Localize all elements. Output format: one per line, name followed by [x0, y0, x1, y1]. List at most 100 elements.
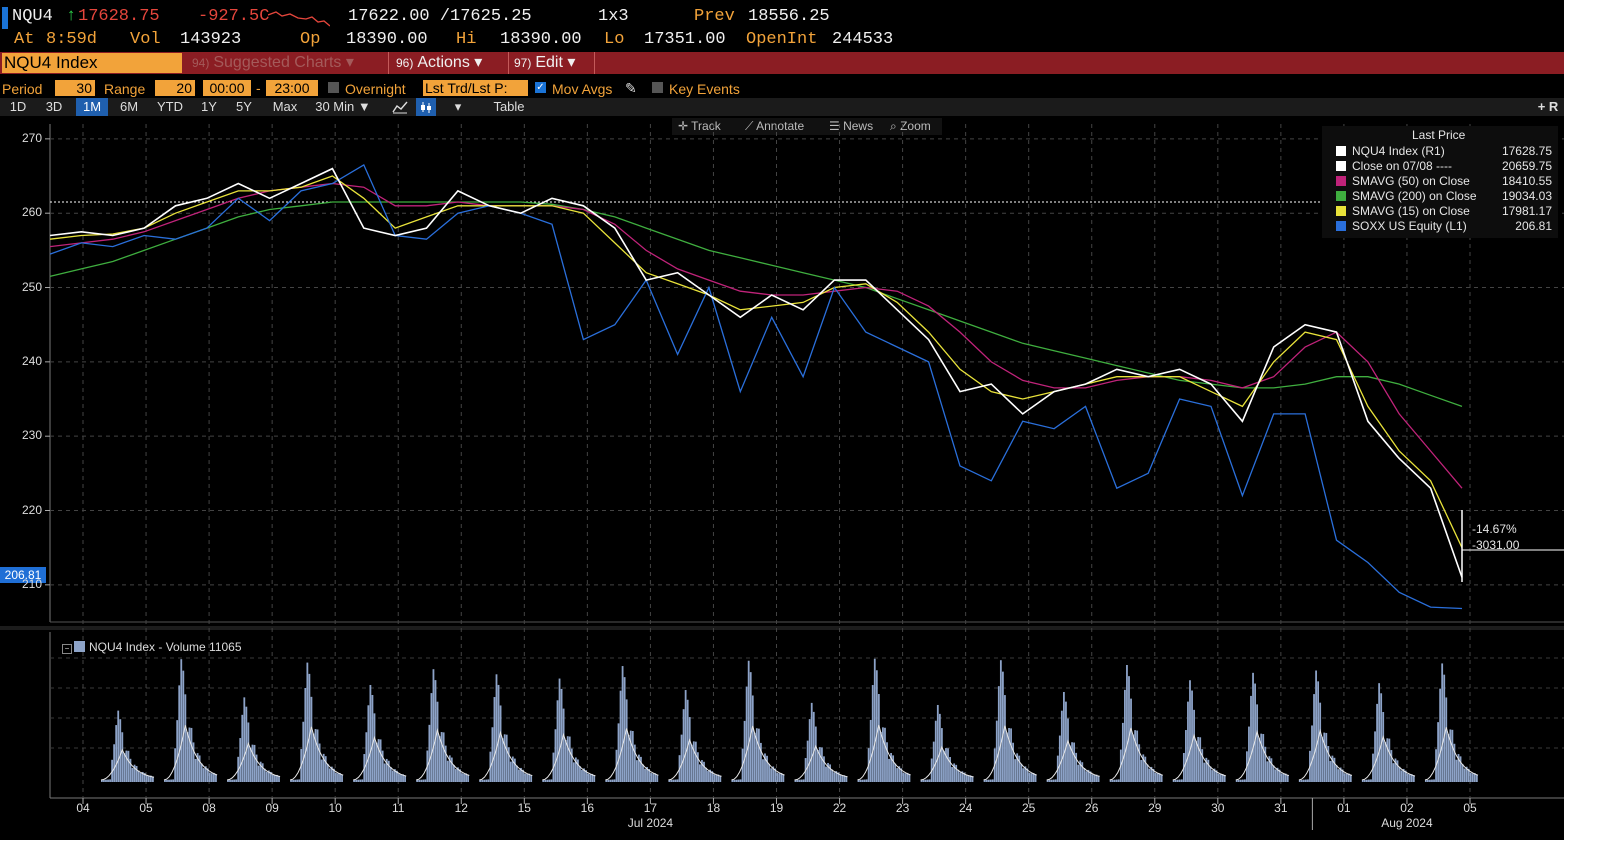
volume-label-text: NQU4 Index - Volume 11065: [89, 640, 242, 654]
volume-bar: [1317, 681, 1320, 782]
volume-bar: [373, 713, 376, 782]
series-line-smavg-200[interactable]: [49, 201, 1463, 408]
volume-bar: [1126, 665, 1128, 782]
x-tick-label: 08: [202, 801, 216, 815]
range-6m-button[interactable]: 6M: [119, 99, 139, 114]
mov-avgs-checkbox[interactable]: ✓: [535, 82, 546, 93]
range-1m-button[interactable]: 1M: [76, 98, 108, 116]
volume-bar: [251, 744, 254, 782]
interval-dropdown[interactable]: 30 Min ▼: [315, 99, 371, 114]
dropdown-arrow-icon: ▾: [562, 54, 576, 71]
volume-bar: [505, 734, 508, 782]
overnight-checkbox[interactable]: [328, 82, 339, 93]
volume-bar: [951, 766, 953, 782]
volume-bar: [676, 779, 679, 782]
volume-bar: [1140, 759, 1143, 782]
edit-button[interactable]: 97) Edit ▾: [514, 52, 575, 74]
volume-bar: [1390, 750, 1393, 782]
range-bar: [0, 98, 1564, 116]
add-button[interactable]: + R: [1537, 99, 1559, 114]
volume-bar: [322, 753, 325, 782]
volume-bar: [1024, 766, 1027, 782]
volume-bar: [1050, 779, 1053, 782]
line-chart-icon[interactable]: [390, 98, 410, 116]
legend-item[interactable]: SMAVG (15) on Close 17981.17: [1336, 204, 1556, 219]
volume-bar: [654, 773, 657, 782]
key-events-checkbox[interactable]: [652, 82, 663, 93]
candle-chart-icon[interactable]: [416, 98, 436, 116]
range-input[interactable]: 20: [155, 80, 195, 96]
volume-bar: [566, 736, 569, 782]
volume-bar: [304, 687, 307, 782]
table-button[interactable]: Table: [493, 99, 525, 114]
news-tool[interactable]: ☰ News: [829, 118, 873, 135]
ticker[interactable]: NQU4: [12, 7, 53, 26]
volume-average-line: [668, 738, 722, 781]
suggested-charts-button[interactable]: 94) Suggested Charts ▾: [192, 52, 354, 74]
legend-item[interactable]: SMAVG (50) on Close 18410.55: [1336, 174, 1556, 189]
volume-bar: [579, 766, 581, 782]
time-from-input[interactable]: 00:00: [203, 80, 251, 96]
volume-bar: [774, 768, 777, 782]
volume-bar: [642, 764, 644, 782]
time-to-input[interactable]: 23:00: [266, 80, 318, 96]
volume-bar: [117, 710, 120, 782]
volume-bar: [202, 768, 205, 782]
legend-item[interactable]: NQU4 Index (R1) 17628.75: [1336, 144, 1556, 159]
chart-type-dropdown-icon[interactable]: ▾: [454, 99, 462, 114]
volume-bar: [267, 770, 270, 782]
volume-bar: [290, 780, 292, 782]
volume-bar: [1282, 773, 1285, 782]
series-line-nqu4[interactable]: [49, 167, 1463, 578]
volume-bar: [757, 728, 760, 782]
volume-bar: [1374, 731, 1376, 782]
volume-bar: [1067, 718, 1069, 782]
volume-bar: [768, 763, 770, 782]
annotate-tool[interactable]: ⟋ Annotate: [745, 118, 804, 135]
price-chart[interactable]: [0, 0, 1564, 840]
legend-item[interactable]: Close on 07/08 ---- 20659.75: [1336, 159, 1556, 174]
legend-title: Last Price: [1412, 128, 1466, 142]
volume-bar: [570, 748, 573, 782]
security-field[interactable]: NQU4 Index: [2, 53, 182, 73]
volume-bar: [1266, 761, 1269, 782]
volume-bar: [1343, 773, 1346, 782]
legend-item[interactable]: SOXX US Equity (L1) 206.81: [1336, 219, 1556, 234]
volume-bar: [1022, 768, 1025, 782]
volume-bar: [957, 769, 960, 782]
collapse-icon[interactable]: −: [62, 644, 72, 654]
volume-bar: [1018, 755, 1021, 782]
volume-bar: [121, 732, 124, 782]
hi-label: Hi: [456, 30, 477, 49]
actions-button[interactable]: 96) Actions ▾: [396, 52, 482, 74]
lst-trd-dropdown[interactable]: Lst Trd/Lst P:: [423, 80, 528, 96]
pencil-icon[interactable]: ✎: [625, 80, 637, 96]
volume-bar: [1174, 779, 1177, 782]
range-ytd-button[interactable]: YTD: [157, 99, 183, 114]
range-max-button[interactable]: Max: [272, 99, 298, 114]
range-5y-button[interactable]: 5Y: [236, 99, 252, 114]
x-tick-label: 04: [76, 801, 90, 815]
volume-bar: [1132, 734, 1134, 782]
volume-bar: [253, 744, 256, 782]
range-3d-button[interactable]: 3D: [45, 99, 63, 114]
volume-bar: [328, 768, 331, 782]
volume-bar: [1060, 710, 1063, 782]
legend-item[interactable]: SMAVG (200) on Close 19034.03: [1336, 189, 1556, 204]
range-1d-button[interactable]: 1D: [9, 99, 27, 114]
volume-bar: [747, 660, 750, 782]
zoom-tool[interactable]: ⌕ Zoom: [890, 118, 931, 135]
volume-bar: [947, 748, 949, 782]
series-line-smavg-50[interactable]: [49, 182, 1463, 489]
volume-bar: [1394, 758, 1397, 782]
track-tool[interactable]: ✛ Track: [678, 118, 721, 135]
period-input[interactable]: 30: [55, 80, 95, 96]
range-1y-button[interactable]: 1Y: [201, 99, 217, 114]
volume-bar: [1071, 742, 1073, 782]
volume-bar: [568, 736, 571, 782]
volume-bar: [755, 728, 758, 782]
volume-bar: [442, 732, 445, 782]
series-line-soxx[interactable]: [49, 163, 1463, 610]
volume-bar: [1201, 749, 1204, 782]
series-line-smavg-15[interactable]: [49, 175, 1463, 548]
